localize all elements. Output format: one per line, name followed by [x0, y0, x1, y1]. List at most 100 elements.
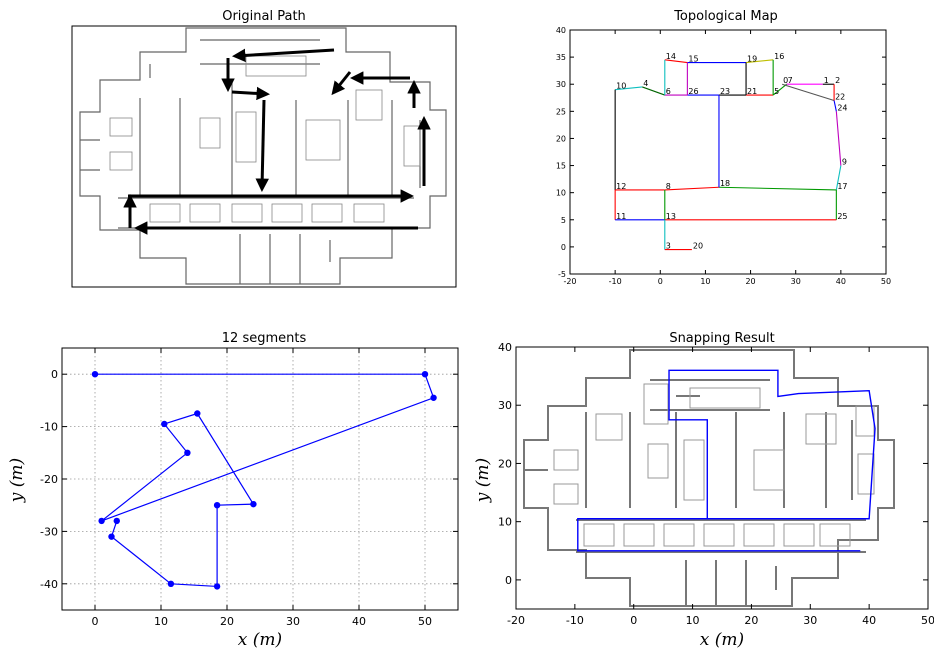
segments-frame: [61, 347, 459, 611]
y-tick-label: 0: [505, 574, 512, 587]
y-tick-label: 35: [556, 53, 566, 62]
floorplan-furniture-1: [109, 55, 421, 223]
y-tick-label: 10: [556, 189, 566, 198]
segments-title: 12 segments: [222, 331, 307, 346]
topo-edge: [615, 86, 643, 91]
topo-edge: [835, 111, 842, 166]
snap-series: [577, 369, 876, 552]
x-tick-label: -10: [609, 277, 622, 286]
topo-node-label: 1: [824, 76, 829, 85]
y-tick-label: -20: [40, 473, 58, 486]
segment-vertex: [430, 394, 437, 401]
x-tick-label: 50: [418, 615, 432, 628]
y-tick-label: 0: [51, 368, 58, 381]
x-tick-label: 40: [862, 614, 876, 627]
original-path-panel: Original Path: [71, 9, 457, 288]
segment-vertex: [213, 502, 221, 509]
y-tick-label: 20: [498, 457, 512, 470]
topo-node-label: 8: [666, 182, 671, 191]
x-tick-label: 0: [630, 614, 637, 627]
topo-node-label: 18: [720, 179, 730, 188]
y-tick-label: 40: [556, 26, 566, 35]
topo-node-label: 3: [666, 242, 671, 251]
x-tick-label: 20: [220, 615, 234, 628]
y-tick-label: -5: [558, 270, 566, 279]
x-tick-label: 10: [700, 277, 710, 286]
y-tick-label: 10: [498, 516, 512, 529]
x-tick-label: 0: [658, 277, 663, 286]
segments-xlabel: x (m): [238, 630, 282, 650]
segment-vertex: [161, 420, 168, 428]
topo-node-label: 19: [747, 55, 757, 64]
topo-edge: [642, 86, 665, 96]
topo-node-label: 25: [837, 212, 847, 221]
x-tick-label: 30: [791, 277, 801, 286]
topo-node-label: 11: [616, 212, 626, 221]
topo-node-label: 6: [666, 87, 671, 96]
segment-vertex: [421, 371, 429, 378]
topo-node-label: 14: [666, 52, 676, 61]
topo-node-label: 10: [616, 82, 626, 91]
segment-vertex: [98, 517, 105, 525]
floorplan-furniture-2: [553, 383, 875, 547]
topo-edge: [718, 186, 837, 191]
x-tick-label: 20: [744, 614, 758, 627]
x-tick-label: 40: [836, 277, 846, 286]
topo-node-label: 15: [688, 55, 698, 64]
x-tick-label: 0: [92, 615, 99, 628]
segments-series: [91, 371, 437, 590]
x-tick-label: -10: [566, 614, 584, 627]
topo-node-label: 23: [720, 87, 730, 96]
topo-node-label: 12: [616, 182, 626, 191]
topo-node-label: 16: [774, 52, 784, 61]
original-path-title: Original Path: [222, 9, 306, 24]
segment-vertex: [167, 580, 175, 587]
snap-ylabel: y (m): [473, 458, 493, 503]
x-tick-label: -20: [563, 277, 576, 286]
topo-node-label: 21: [747, 87, 757, 96]
topo-map-panel: Topological Map -20 -10 0 10 20 30 40 50-505101…: [556, 9, 891, 286]
x-tick-label: 40: [352, 615, 366, 628]
topo-node-label: 13: [666, 212, 676, 221]
x-tick-label: 50: [881, 277, 891, 286]
topo-node-label: 22: [835, 92, 845, 101]
topo-node-label: 4: [643, 79, 648, 88]
topo-edge: [664, 186, 719, 191]
topo-node-label: 17: [837, 182, 847, 191]
y-tick-label: 15: [556, 162, 566, 171]
topo-node-label: 9: [842, 158, 847, 167]
y-tick-label: 30: [498, 399, 512, 412]
segment-vertex: [113, 517, 120, 525]
y-tick-label: -40: [40, 578, 58, 591]
y-tick-label: 30: [556, 80, 566, 89]
segments-ticks: 0 10 20 30 40 50 0 -10 -20 -30 -40: [40, 348, 458, 628]
segment-vertex: [250, 500, 257, 508]
x-tick-label: 30: [286, 615, 300, 628]
topo-map-title: Topological Map: [673, 9, 778, 24]
topo-edge: [833, 100, 837, 112]
topo-node-label: 7: [788, 76, 793, 85]
x-tick-label: 10: [686, 614, 700, 627]
topo-node-label: 2: [835, 76, 840, 85]
y-tick-label: 25: [556, 107, 566, 116]
y-tick-label: 20: [556, 134, 566, 143]
topo-map-frame: [569, 29, 887, 275]
x-tick-label: -20: [507, 614, 525, 627]
y-tick-label: -10: [40, 421, 58, 434]
snap-xlabel: x (m): [700, 630, 744, 650]
x-tick-label: 20: [745, 277, 755, 286]
segment-vertex: [213, 583, 221, 590]
snap-ticks: -20 -10 0 10 20 30 40 50 0 10 20 30 40: [498, 341, 934, 627]
topo-node-label: 5: [774, 87, 779, 96]
snap-title: Snapping Result: [669, 331, 774, 346]
segment-vertex: [194, 410, 201, 417]
snap-panel: Snapping Result -20 -10 0 10 20 30 40 50 0 10 20 30…: [473, 331, 934, 650]
y-tick-label: 5: [561, 216, 566, 225]
snapped-path: [577, 369, 876, 552]
topo-node-label: 24: [837, 103, 847, 112]
topo-node-label: 20: [693, 242, 703, 251]
topo-map-edges: [614, 59, 842, 251]
